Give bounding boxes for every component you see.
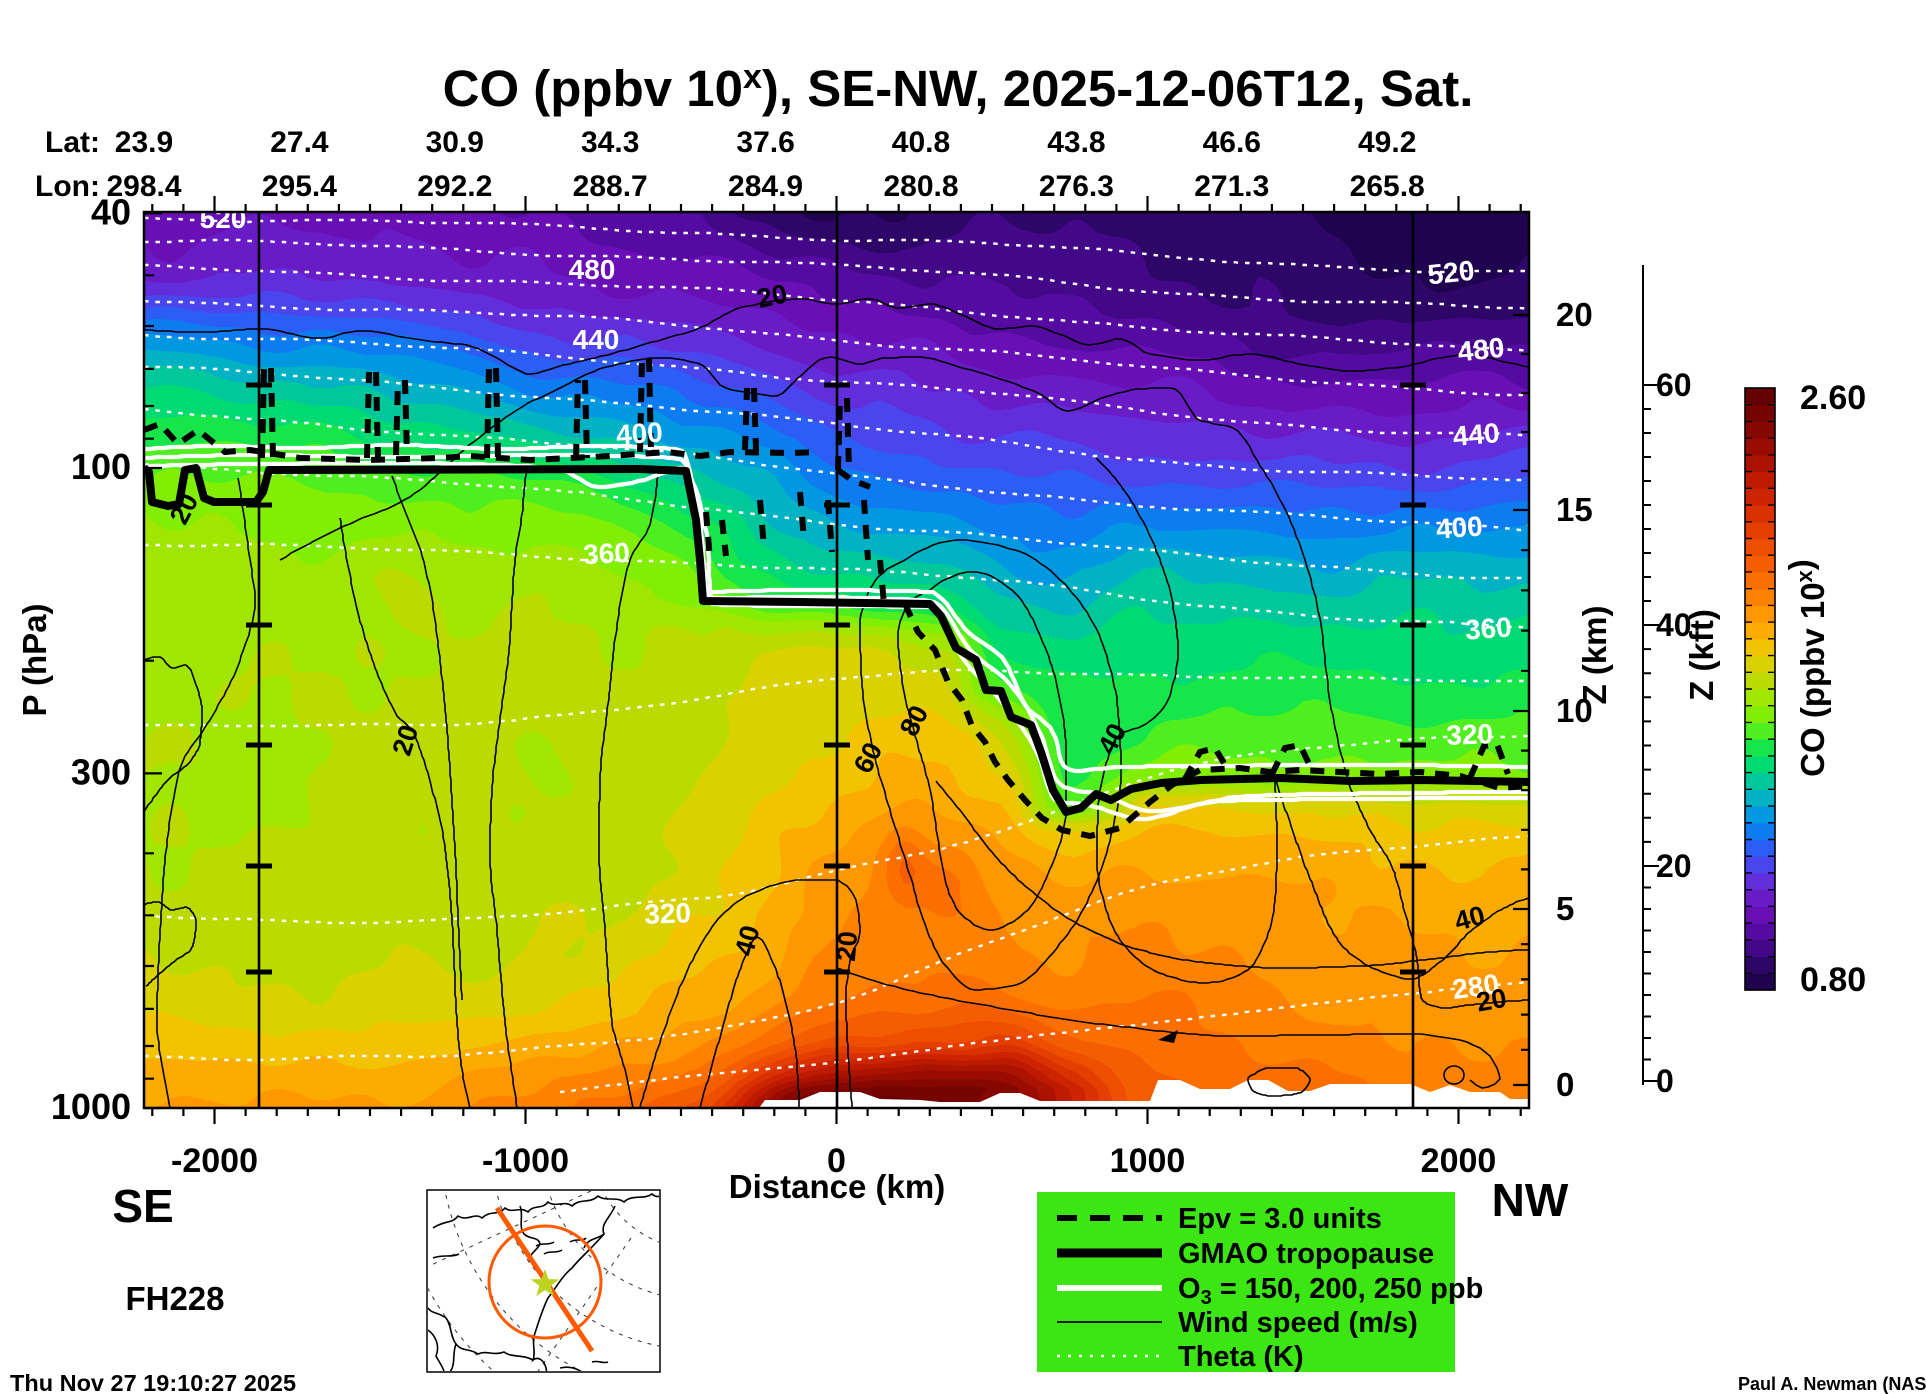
svg-text:40: 40 [91,191,131,232]
svg-text:-1000: -1000 [482,1142,569,1180]
svg-text:320: 320 [644,897,692,930]
svg-text:320: 320 [1446,718,1494,751]
svg-text:480: 480 [569,254,616,285]
svg-text:265.8: 265.8 [1350,170,1425,203]
svg-text:15: 15 [1556,491,1593,528]
svg-text:20: 20 [1474,983,1509,1018]
svg-text:0: 0 [1556,1066,1574,1103]
svg-text:520: 520 [1426,255,1476,291]
svg-text:30.9: 30.9 [426,126,484,159]
svg-text:34.3: 34.3 [581,126,639,159]
svg-text:Paul A. Newman (NASA: Paul A. Newman (NASA [1738,1374,1926,1394]
svg-text:400: 400 [615,416,664,450]
svg-text:0: 0 [827,1142,846,1180]
svg-text:300: 300 [71,751,131,792]
svg-text:Lon:: Lon: [35,170,100,203]
svg-text:292.2: 292.2 [417,170,492,203]
svg-text:40: 40 [1656,607,1692,643]
svg-text:2.60: 2.60 [1800,379,1866,417]
svg-text:Epv = 3.0 units: Epv = 3.0 units [1178,1203,1382,1235]
svg-text:O3 = 150, 200, 250 ppb: O3 = 150, 200, 250 ppb [1178,1273,1483,1309]
svg-text:Lat:: Lat: [45,126,100,159]
svg-text:298.4: 298.4 [106,170,181,203]
svg-text:Theta (K): Theta (K) [1178,1341,1304,1373]
svg-text:60: 60 [1656,367,1692,403]
svg-text:37.6: 37.6 [736,126,794,159]
svg-text:49.2: 49.2 [1358,126,1416,159]
svg-text:1000: 1000 [1110,1142,1186,1180]
svg-text:2000: 2000 [1421,1142,1497,1180]
svg-text:-2000: -2000 [171,1142,258,1180]
svg-text:271.3: 271.3 [1194,170,1269,203]
svg-text:284.9: 284.9 [728,170,803,203]
svg-text:288.7: 288.7 [573,170,648,203]
svg-text:276.3: 276.3 [1039,170,1114,203]
svg-text:20: 20 [831,930,864,963]
svg-text:295.4: 295.4 [262,170,337,203]
svg-text:440: 440 [1452,417,1501,452]
svg-text:20: 20 [754,278,790,314]
svg-text:NW: NW [1492,1174,1569,1226]
svg-text:Z (kft): Z (kft) [1683,609,1720,701]
svg-text:Distance (km): Distance (km) [729,1168,945,1205]
svg-text:46.6: 46.6 [1203,126,1261,159]
svg-text:Wind speed (m/s): Wind speed (m/s) [1178,1307,1418,1339]
svg-text:0.80: 0.80 [1800,961,1866,999]
svg-text:Z (km): Z (km) [1576,606,1613,705]
svg-text:440: 440 [573,324,620,355]
svg-text:GMAO tropopause: GMAO tropopause [1178,1238,1434,1270]
svg-text:27.4: 27.4 [270,126,329,159]
svg-text:280.8: 280.8 [883,170,958,203]
svg-text:20: 20 [1656,848,1692,884]
svg-text:480: 480 [1456,332,1506,368]
svg-text:CO (ppbv 10x), SE-NW, 2025-12-: CO (ppbv 10x), SE-NW, 2025-12-06T12, Sat… [443,58,1474,117]
svg-text:40.8: 40.8 [892,126,950,159]
svg-text:1000: 1000 [51,1086,131,1127]
svg-text:20: 20 [1556,296,1593,333]
svg-text:10: 10 [1556,692,1593,729]
svg-text:SE: SE [112,1180,173,1232]
svg-text:23.9: 23.9 [115,126,173,159]
svg-text:5: 5 [1556,890,1574,927]
svg-text:520: 520 [200,203,247,234]
svg-text:FH228: FH228 [125,1280,224,1317]
svg-text:P (hPa): P (hPa) [16,603,53,716]
svg-text:43.8: 43.8 [1047,126,1105,159]
svg-text:360: 360 [582,537,630,570]
svg-text:0: 0 [1656,1063,1674,1099]
svg-text:Thu Nov 27 19:10:27 2025: Thu Nov 27 19:10:27 2025 [10,1370,296,1394]
svg-text:400: 400 [1435,510,1484,544]
svg-text:360: 360 [1464,611,1513,645]
svg-text:280: 280 [1450,968,1501,1005]
svg-text:100: 100 [71,446,131,487]
